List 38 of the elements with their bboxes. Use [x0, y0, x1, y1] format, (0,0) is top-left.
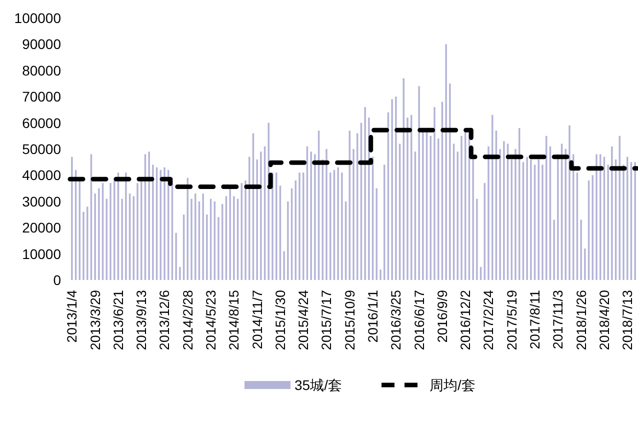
x-tick-label: 2013/12/6	[157, 290, 172, 350]
y-tick-label: 70000	[22, 88, 62, 105]
legend-label: 35城/套	[294, 377, 342, 393]
x-tick-label: 2017/2/24	[481, 290, 496, 350]
y-tick-label: 40000	[22, 167, 62, 184]
x-tick-label: 2014/2/28	[180, 290, 196, 350]
y-tick-label: 60000	[22, 114, 62, 131]
x-tick-label: 2016/9/9	[434, 290, 450, 343]
x-tick-label: 2015/7/17	[319, 290, 334, 350]
x-tick-label: 2014/5/23	[204, 290, 219, 350]
x-tick-label: 2013/9/13	[134, 290, 150, 350]
x-tick-label: 2016/6/17	[412, 290, 427, 350]
y-tick-label: 90000	[22, 36, 62, 52]
x-tick-label: 2013/6/21	[110, 290, 126, 350]
x-tick-label: 2013/1/4	[64, 290, 80, 343]
x-tick-label: 2015/4/24	[296, 290, 312, 350]
x-tick-label: 2016/12/2	[458, 290, 474, 350]
x-tick-label: 2018/1/26	[574, 290, 589, 350]
x-tick-label: 2017/11/3	[550, 290, 566, 350]
x-tick-label: 2018/7/13	[620, 290, 636, 350]
x-tick-label: 2017/8/11	[528, 290, 543, 350]
y-tick-label: 50000	[22, 141, 62, 157]
x-tick-label: 2014/11/7	[250, 290, 265, 350]
x-tick-label: 2015/1/30	[272, 290, 288, 350]
x-tick-label: 2014/8/15	[226, 290, 242, 350]
y-tick-label: 10000	[22, 246, 62, 262]
x-tick-label: 2018/4/20	[596, 290, 612, 350]
x-tick-label: 2016/1/1	[366, 290, 381, 343]
x-tick-label: 2016/3/25	[388, 290, 404, 350]
y-tick-label: 100000	[14, 10, 62, 26]
y-tick-label: 30000	[22, 193, 62, 210]
x-tick-label: 2015/10/9	[342, 290, 358, 350]
y-tick-label: 80000	[22, 62, 62, 78]
x-tick-label: 2017/5/19	[504, 290, 520, 350]
legend-label: 周均/套	[430, 377, 476, 393]
y-tick-label: 0	[53, 272, 62, 288]
x-tick-label: 2013/3/29	[88, 290, 103, 350]
y-tick-label: 20000	[22, 220, 62, 236]
